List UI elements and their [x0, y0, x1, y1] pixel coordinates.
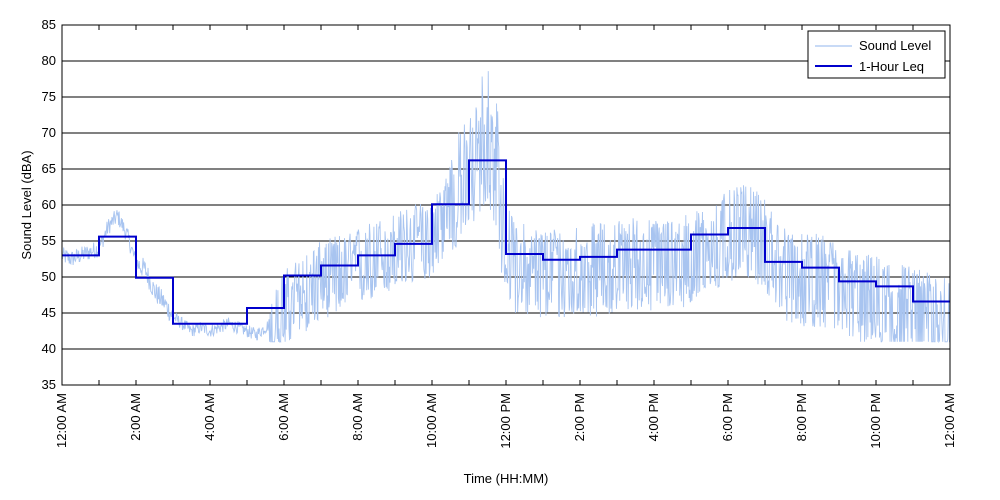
- legend: Sound Level 1-Hour Leq: [807, 30, 946, 79]
- x-tick-label: 6:00 AM: [276, 393, 291, 441]
- x-tick-label: 12:00 PM: [498, 393, 513, 449]
- x-tick-label: 6:00 PM: [720, 393, 735, 441]
- y-tick-label: 55: [42, 233, 56, 248]
- x-tick-label: 4:00 PM: [646, 393, 661, 441]
- y-tick-label: 50: [42, 269, 56, 284]
- x-tick-label: 10:00 PM: [868, 393, 883, 449]
- x-axis-title: Time (HH:MM): [464, 471, 549, 486]
- leq-series: [62, 159, 950, 325]
- x-axis-ticks: 12:00 AM 2:00 AM 4:00 AM 6:00 AM 8:00 AM 10:0…: [54, 25, 957, 449]
- y-axis-title: Sound Level (dBA): [19, 150, 34, 259]
- y-tick-label: 65: [42, 161, 56, 176]
- y-tick-label: 80: [42, 53, 56, 68]
- y-tick-label: 60: [42, 197, 56, 212]
- x-tick-label: 12:00 AM: [54, 393, 69, 448]
- y-tick-label: 85: [42, 17, 56, 32]
- x-tick-label: 10:00 AM: [424, 393, 439, 448]
- x-tick-label: 2:00 PM: [572, 393, 587, 441]
- x-tick-label: 8:00 AM: [350, 393, 365, 441]
- x-tick-label: 2:00 AM: [128, 393, 143, 441]
- x-tick-label: 12:00 AM: [942, 393, 957, 448]
- y-tick-label: 35: [42, 377, 56, 392]
- y-tick-label: 75: [42, 89, 56, 104]
- legend-box: [807, 30, 946, 79]
- x-tick-label: 4:00 AM: [202, 393, 217, 441]
- leq-step-line: [62, 159, 950, 325]
- y-tick-label: 70: [42, 125, 56, 140]
- y-axis-ticks: 35 40 45 50 55 60 65 70 75 80 85: [42, 17, 950, 392]
- legend-label-leq: 1-Hour Leq: [859, 59, 924, 74]
- x-tick-label: 8:00 PM: [794, 393, 809, 441]
- legend-label-sound-level: Sound Level: [859, 38, 931, 53]
- y-tick-label: 45: [42, 305, 56, 320]
- y-tick-label: 40: [42, 341, 56, 356]
